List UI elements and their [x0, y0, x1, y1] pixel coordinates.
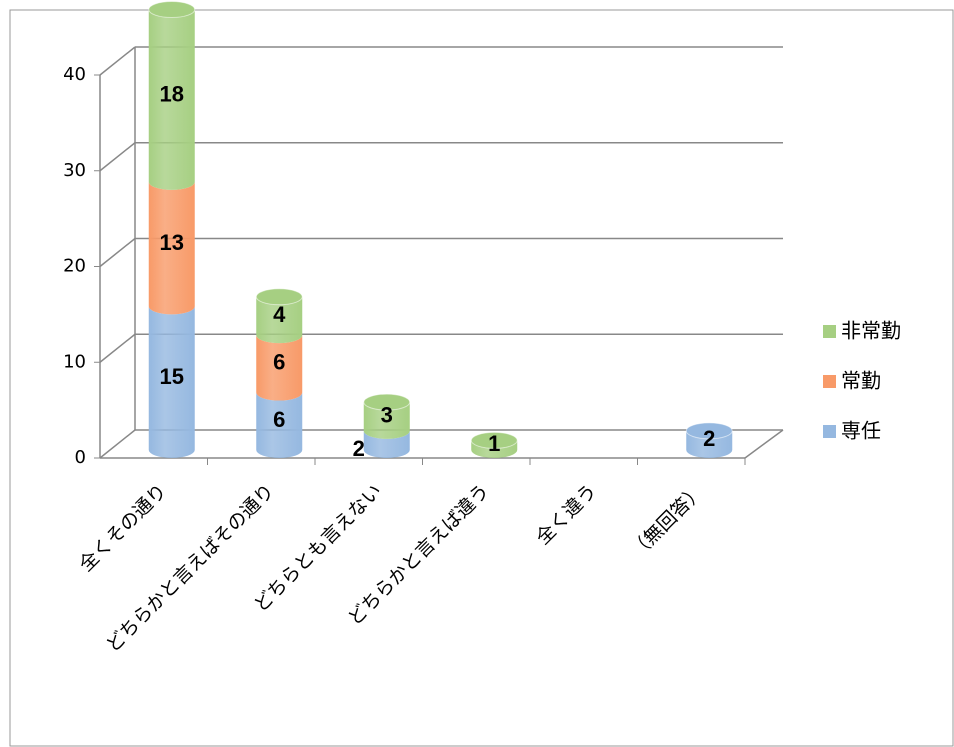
y-tick-label: 40	[63, 64, 86, 85]
x-tick-label: （無回答）	[626, 480, 709, 563]
data-label: 4	[273, 302, 286, 327]
floor-right	[744, 429, 784, 459]
chart-frame	[9, 9, 954, 747]
data-label: 3	[381, 402, 393, 427]
legend-swatch	[823, 425, 836, 438]
grid-side	[99, 429, 136, 459]
y-tick-label: 10	[63, 351, 86, 372]
legend-label: 非常勤	[841, 319, 901, 343]
x-tick-label: 全くその通り	[75, 480, 171, 576]
bar	[256, 392, 303, 458]
grid-side	[99, 46, 136, 76]
data-label: 2	[353, 436, 365, 461]
legend-swatch	[823, 325, 836, 338]
y-tick-label: 20	[63, 256, 86, 277]
bar	[363, 402, 410, 439]
data-label: 2	[703, 426, 715, 451]
bar	[471, 440, 518, 458]
data-label: 6	[273, 407, 285, 432]
bar	[148, 181, 195, 315]
legend-label: 常勤	[841, 369, 881, 393]
data-label: 13	[160, 230, 184, 255]
bar-cap	[470, 431, 518, 449]
bar	[256, 296, 303, 344]
bar	[363, 430, 410, 458]
y-tick-label: 30	[63, 160, 86, 181]
grid-side	[99, 142, 136, 172]
y-tick-label: 0	[75, 447, 86, 468]
bar-cap	[363, 393, 411, 411]
bar-cap	[148, 1, 196, 19]
bar	[148, 9, 195, 190]
bar	[148, 306, 195, 458]
legend-label: 専任	[841, 419, 881, 443]
bar-cap	[255, 288, 303, 306]
data-label: 6	[273, 350, 285, 375]
x-tick-label: 全く違う	[532, 480, 601, 549]
bar	[686, 430, 733, 458]
data-label: 15	[160, 364, 184, 389]
grid-side	[99, 237, 136, 268]
grid-side	[99, 333, 136, 363]
legend-swatch	[823, 375, 836, 388]
data-label: 18	[160, 82, 184, 107]
bar-cap	[685, 422, 733, 440]
data-label: 1	[488, 431, 500, 456]
bar	[256, 335, 303, 401]
